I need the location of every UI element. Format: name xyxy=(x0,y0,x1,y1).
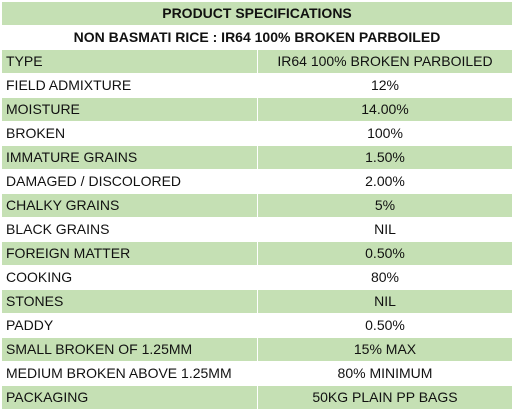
parameter-cell: FIELD ADMIXTURE xyxy=(1,73,258,98)
value-cell: 1.50% xyxy=(257,145,513,170)
value-cell: 0.50% xyxy=(257,241,513,266)
value-cell: 80% MINIMUM xyxy=(257,361,513,386)
table-row: SMALL BROKEN OF 1.25MM 15% MAX xyxy=(1,337,513,362)
table-row: PACKAGING 50KG PLAIN PP BAGS xyxy=(1,385,513,410)
value-cell: 80% xyxy=(257,265,513,290)
parameter-cell: MOISTURE xyxy=(1,97,258,122)
value-cell: 5% xyxy=(257,193,513,218)
parameter-cell: PADDY xyxy=(1,313,258,338)
value-cell: 0.50% xyxy=(257,313,513,338)
parameter-cell: MEDIUM BROKEN ABOVE 1.25MM xyxy=(1,361,258,386)
parameter-cell: COOKING xyxy=(1,265,258,290)
value-cell: 50KG PLAIN PP BAGS xyxy=(257,385,513,410)
parameter-cell: SMALL BROKEN OF 1.25MM xyxy=(1,337,258,362)
table-row: CHALKY GRAINS 5% xyxy=(1,193,513,218)
table-row: PADDY 0.50% xyxy=(1,313,513,338)
table-row: STONES NIL xyxy=(1,289,513,314)
value-cell: IR64 100% BROKEN PARBOILED xyxy=(257,49,513,74)
parameter-cell: IMMATURE GRAINS xyxy=(1,145,258,170)
value-cell: NIL xyxy=(257,289,513,314)
parameter-cell: TYPE xyxy=(1,49,258,74)
table-row: DAMAGED / DISCOLORED 2.00% xyxy=(1,169,513,194)
table-row: COOKING 80% xyxy=(1,265,513,290)
parameter-cell: STONES xyxy=(1,289,258,314)
parameter-cell: FOREIGN MATTER xyxy=(1,241,258,266)
table-row: MOISTURE 14.00% xyxy=(1,97,513,122)
value-cell: 14.00% xyxy=(257,97,513,122)
table-row: IMMATURE GRAINS 1.50% xyxy=(1,145,513,170)
table-row: MEDIUM BROKEN ABOVE 1.25MM 80% MINIMUM xyxy=(1,361,513,386)
title-row: PRODUCT SPECIFICATIONS xyxy=(1,1,513,26)
value-cell: 15% MAX xyxy=(257,337,513,362)
sheet-title: PRODUCT SPECIFICATIONS xyxy=(1,1,513,26)
parameter-cell: BROKEN xyxy=(1,121,258,146)
value-cell: 12% xyxy=(257,73,513,98)
table-row: TYPE IR64 100% BROKEN PARBOILED xyxy=(1,49,513,74)
value-cell: NIL xyxy=(257,217,513,242)
product-subtitle: NON BASMATI RICE : IR64 100% BROKEN PARB… xyxy=(1,25,513,50)
table-row: FOREIGN MATTER 0.50% xyxy=(1,241,513,266)
parameter-cell: DAMAGED / DISCOLORED xyxy=(1,169,258,194)
table-row: BROKEN 100% xyxy=(1,121,513,146)
table-row: FIELD ADMIXTURE 12% xyxy=(1,73,513,98)
subtitle-row: NON BASMATI RICE : IR64 100% BROKEN PARB… xyxy=(1,25,513,50)
parameter-cell: PACKAGING xyxy=(1,385,258,410)
parameter-cell: BLACK GRAINS xyxy=(1,217,258,242)
value-cell: 100% xyxy=(257,121,513,146)
table-row: BLACK GRAINS NIL xyxy=(1,217,513,242)
parameter-cell: CHALKY GRAINS xyxy=(1,193,258,218)
value-cell: 2.00% xyxy=(257,169,513,194)
